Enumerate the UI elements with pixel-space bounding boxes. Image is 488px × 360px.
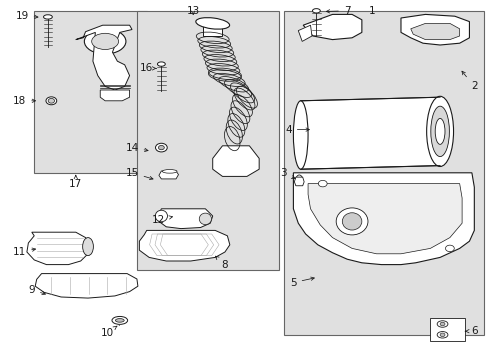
Polygon shape (35, 274, 138, 298)
Ellipse shape (46, 97, 57, 105)
Polygon shape (400, 14, 468, 45)
Ellipse shape (434, 118, 444, 144)
Polygon shape (303, 14, 361, 40)
Polygon shape (159, 171, 178, 179)
Ellipse shape (426, 96, 453, 166)
Text: 13: 13 (186, 6, 200, 16)
Text: 14: 14 (125, 143, 148, 153)
Ellipse shape (336, 208, 367, 235)
Polygon shape (76, 25, 132, 90)
Text: 12: 12 (152, 215, 172, 225)
Ellipse shape (199, 213, 211, 225)
Ellipse shape (43, 15, 52, 19)
Polygon shape (27, 232, 90, 265)
Ellipse shape (155, 210, 167, 222)
Ellipse shape (436, 332, 447, 338)
Text: 9: 9 (28, 285, 45, 295)
Ellipse shape (158, 145, 164, 150)
Text: 4: 4 (285, 125, 309, 135)
Text: 10: 10 (101, 326, 117, 338)
Text: 15: 15 (125, 168, 153, 180)
Text: 11: 11 (13, 247, 36, 257)
Ellipse shape (445, 245, 453, 252)
Ellipse shape (82, 238, 93, 256)
Ellipse shape (155, 143, 167, 152)
Polygon shape (300, 97, 439, 169)
Text: 16: 16 (140, 63, 156, 73)
Text: 1: 1 (367, 6, 374, 16)
Text: 2: 2 (461, 71, 477, 91)
Polygon shape (212, 146, 259, 176)
Bar (34, 11, 146, 173)
Polygon shape (139, 230, 229, 261)
Text: 3: 3 (280, 168, 294, 179)
Polygon shape (159, 209, 212, 229)
Ellipse shape (439, 322, 444, 326)
Text: 5: 5 (289, 277, 314, 288)
Ellipse shape (439, 333, 444, 337)
Polygon shape (203, 22, 222, 36)
Ellipse shape (312, 9, 320, 13)
Ellipse shape (430, 106, 448, 157)
Bar (283, 11, 483, 335)
Text: 8: 8 (215, 256, 228, 270)
Ellipse shape (436, 321, 447, 327)
Ellipse shape (295, 175, 302, 185)
Ellipse shape (48, 99, 54, 103)
Ellipse shape (195, 18, 229, 29)
Ellipse shape (157, 62, 165, 66)
Ellipse shape (342, 213, 361, 230)
Polygon shape (100, 90, 129, 101)
Text: 19: 19 (15, 11, 38, 21)
Polygon shape (293, 173, 473, 265)
Text: 17: 17 (69, 175, 82, 189)
Ellipse shape (115, 319, 124, 322)
Ellipse shape (92, 33, 118, 50)
Ellipse shape (112, 316, 127, 324)
Ellipse shape (162, 170, 177, 173)
Ellipse shape (293, 101, 307, 169)
Ellipse shape (318, 180, 326, 187)
Text: 18: 18 (13, 96, 36, 106)
Text: 6: 6 (465, 326, 477, 336)
Polygon shape (294, 177, 304, 186)
Text: 7: 7 (325, 6, 350, 16)
Polygon shape (298, 25, 311, 41)
Ellipse shape (84, 29, 126, 54)
Bar (137, 11, 278, 270)
Polygon shape (307, 184, 461, 254)
Bar (429, 318, 464, 341)
Polygon shape (410, 23, 459, 40)
